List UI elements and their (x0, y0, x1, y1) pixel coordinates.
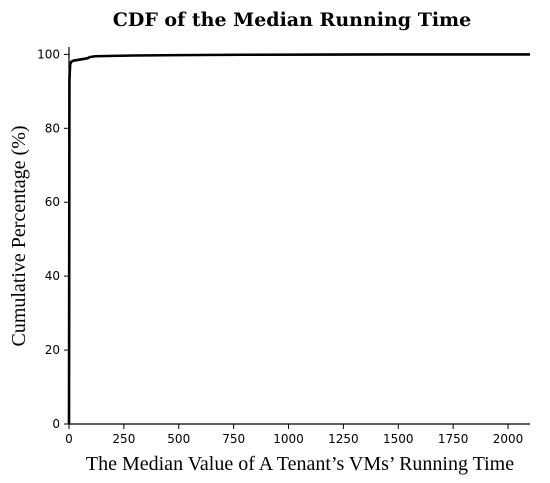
cdf-series-line (67, 53, 530, 425)
x-tick-label: 1500 (383, 432, 414, 446)
y-tick-label: 0 (52, 417, 60, 431)
x-tick-label: 1250 (328, 432, 359, 446)
y-axis-label: Cumulative Percentage (%) (8, 125, 30, 346)
x-axis-ticks: 0 250 500 750 1000 1250 1500 1750 2000 (65, 424, 523, 446)
x-tick-label: 0 (65, 432, 73, 446)
x-tick-label: 750 (222, 432, 245, 446)
chart-title: CDF of the Median Running Time (113, 9, 472, 31)
y-tick-label: 60 (45, 195, 60, 209)
x-axis-label: The Median Value of A Tenant’s VMs’ Runn… (86, 453, 514, 475)
y-axis-ticks: 0 20 40 60 80 100 (37, 47, 69, 431)
y-tick-label: 40 (45, 269, 60, 283)
y-tick-label: 100 (37, 47, 60, 61)
y-tick-label: 80 (45, 121, 60, 135)
x-tick-label: 500 (167, 432, 190, 446)
series-layer (67, 53, 530, 425)
x-tick-label: 2000 (493, 432, 524, 446)
x-tick-label: 250 (112, 432, 135, 446)
y-tick-label: 20 (45, 343, 60, 357)
x-tick-label: 1000 (273, 432, 304, 446)
x-tick-label: 1750 (438, 432, 469, 446)
